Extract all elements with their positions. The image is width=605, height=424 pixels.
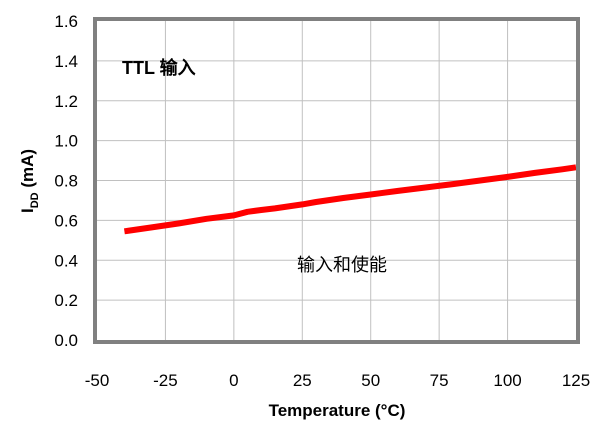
y-axis-title-unit: (mA) xyxy=(18,149,37,192)
annotation-input-enable: 输入和使能 xyxy=(297,255,387,276)
series-line xyxy=(123,164,577,235)
y-tick-label: 1.2 xyxy=(54,92,78,111)
y-tick-label: 1.6 xyxy=(54,12,78,31)
ticks: -50 -25 0 25 50 75 100 125 0.0 0.2 0.4 0.6 0.8 1.0 1.2… xyxy=(54,12,590,390)
plot-frame xyxy=(93,17,580,344)
y-axis-title-subscript: DD xyxy=(29,192,41,208)
y-tick-label: 0.8 xyxy=(54,172,78,191)
series xyxy=(123,164,577,235)
y-tick-label: 0.0 xyxy=(54,331,78,350)
x-tick-label: 25 xyxy=(293,371,312,390)
x-tick-label: -25 xyxy=(153,371,178,390)
y-tick-label: 0.2 xyxy=(54,291,78,310)
svg-text:IDD (mA): IDD (mA) xyxy=(18,149,41,213)
x-tick-label: 0 xyxy=(229,371,238,390)
y-tick-label: 1.0 xyxy=(54,132,78,151)
y-tick-label: 0.4 xyxy=(54,251,78,270)
x-tick-label: 50 xyxy=(361,371,380,390)
x-tick-label: -50 xyxy=(85,371,110,390)
y-tick-label: 0.6 xyxy=(54,211,78,230)
x-tick-label: 75 xyxy=(430,371,449,390)
y-tick-label: 1.4 xyxy=(54,52,78,71)
x-tick-label: 125 xyxy=(562,371,590,390)
annotation-ttl-input: TTL 输入 xyxy=(122,57,196,78)
x-axis-title: Temperature (°C) xyxy=(269,401,406,420)
y-axis-title-main: I xyxy=(18,208,37,213)
y-axis-title: IDD (mA) xyxy=(18,149,41,213)
x-tick-label: 100 xyxy=(493,371,521,390)
